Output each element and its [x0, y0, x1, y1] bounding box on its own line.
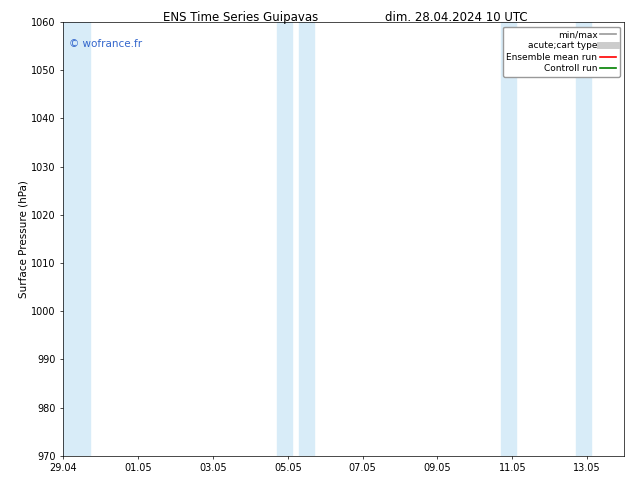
- Bar: [576, 22, 591, 456]
- Bar: [276, 22, 292, 456]
- Bar: [501, 22, 516, 456]
- Bar: [299, 22, 314, 456]
- Legend: min/max, acute;cart type, Ensemble mean run, Controll run: min/max, acute;cart type, Ensemble mean …: [503, 26, 620, 76]
- Text: dim. 28.04.2024 10 UTC: dim. 28.04.2024 10 UTC: [385, 11, 527, 24]
- Text: ENS Time Series Guipavas: ENS Time Series Guipavas: [164, 11, 318, 24]
- Y-axis label: Surface Pressure (hPa): Surface Pressure (hPa): [18, 180, 29, 298]
- Text: © wofrance.fr: © wofrance.fr: [69, 39, 142, 49]
- Bar: [63, 22, 89, 456]
